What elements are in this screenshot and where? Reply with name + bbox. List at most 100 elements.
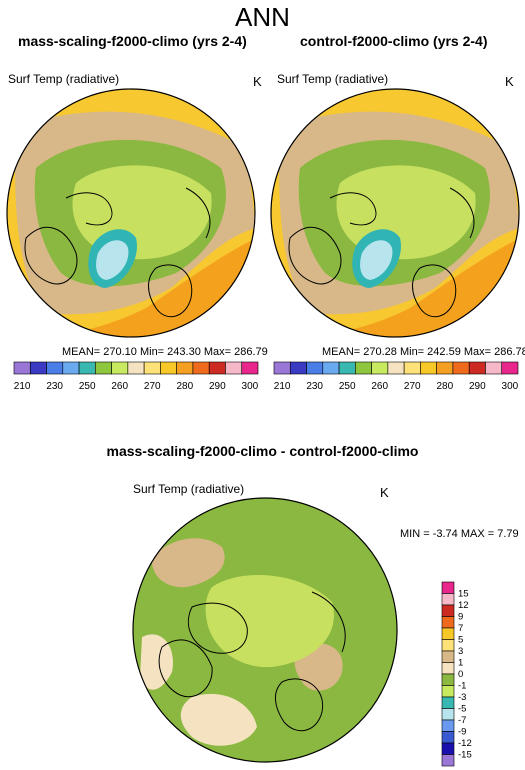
panel1-variable-label: Surf Temp (radiative) (8, 72, 120, 86)
colorbar-tick-label: 210 (274, 381, 291, 392)
colorbar-tick-label: -15 (458, 750, 472, 761)
colorbar-swatch (485, 361, 503, 375)
colorbar-swatch (441, 593, 455, 606)
colorbar-tick-label: -7 (458, 715, 466, 726)
colorbar-swatch (452, 361, 470, 375)
panel3-coast-greenland (187, 602, 248, 654)
panel3-coast-america (158, 639, 213, 698)
panel3-coast-siberia (311, 591, 346, 653)
colorbar-swatch (355, 361, 372, 375)
colorbar-swatch (338, 361, 356, 375)
colorbar-swatch (501, 361, 519, 375)
panel2-field-greenland-core (360, 240, 393, 280)
panel1-polar-map (6, 88, 256, 338)
colorbar-swatch (441, 616, 455, 629)
colorbar-swatch (208, 361, 226, 375)
colorbar-swatch (441, 673, 455, 686)
colorbar-tick-label: 250 (79, 381, 96, 392)
colorbar-tick-label: 280 (176, 381, 193, 392)
colorbar-tick-label: 260 (371, 381, 388, 392)
panel2-title: control-f2000-climo (yrs 2-4) (300, 33, 488, 49)
colorbar-tick-label: 230 (306, 381, 323, 392)
colorbar-swatch (46, 361, 64, 375)
panel1-coast-siberia (185, 187, 211, 239)
colorbar-swatch (176, 361, 194, 375)
colorbar-tick-label: -3 (458, 692, 466, 703)
colorbar-tick-label: 15 (458, 589, 469, 600)
colorbar-swatch (441, 742, 455, 755)
panel2-coast-siberia (449, 187, 475, 239)
panel3-polar-map (132, 497, 398, 763)
panel2-coast-west (288, 226, 342, 285)
colorbar-swatch (127, 361, 145, 375)
panel2-variable-label: Surf Temp (radiative) (277, 72, 389, 86)
colorbar-tick-label: 270 (404, 381, 421, 392)
colorbar-swatch (13, 361, 31, 375)
panel2-coast-archipelago (329, 192, 377, 226)
panel3-field-light-green (205, 575, 334, 668)
colorbar-swatch (403, 361, 421, 375)
panel1-title: mass-scaling-f2000-climo (yrs 2-4) (18, 33, 247, 49)
colorbar-tick-label: 230 (46, 381, 63, 392)
colorbar-swatch (241, 361, 259, 375)
colorbar-tick-label: 270 (144, 381, 161, 392)
panel3-units: K (380, 485, 389, 500)
colorbar-swatch (387, 361, 405, 375)
colorbar-swatch (111, 361, 129, 375)
panel3-coast-europe (275, 678, 324, 732)
colorbar-swatch (95, 361, 112, 375)
colorbar-swatch (468, 361, 486, 375)
colorbar-tick-label: 300 (242, 381, 259, 392)
panel1-coast-europe (148, 264, 193, 318)
colorbar-swatch (441, 696, 455, 709)
colorbar-swatch (441, 639, 455, 652)
panel3-stats: MIN = -3.74 MAX = 7.79 (400, 528, 519, 540)
panel2-colorbar: 210 230 250 260 270 280 290 300 (273, 361, 519, 392)
colorbar-swatch (441, 708, 455, 721)
colorbar-swatch (441, 731, 455, 744)
colorbar-swatch (192, 361, 210, 375)
colorbar-tick-label: 0 (458, 669, 463, 680)
colorbar-swatch (289, 361, 307, 375)
colorbar-swatch (143, 361, 161, 375)
colorbar-tick-label: -5 (458, 704, 466, 715)
panel3-field-tan-1 (151, 538, 225, 588)
colorbar-swatch (441, 719, 455, 732)
colorbar-swatch (29, 361, 47, 375)
colorbar-tick-label: -12 (458, 738, 472, 749)
colorbar-tick-label: 3 (458, 646, 463, 657)
colorbar-swatch (441, 754, 455, 767)
colorbar-tick-label: 300 (502, 381, 519, 392)
colorbar-tick-label: 260 (111, 381, 128, 392)
colorbar-swatch (62, 361, 80, 375)
panel1-field-greenland-core (96, 240, 129, 280)
colorbar-swatch (420, 361, 437, 375)
panel3-field-cream-1 (140, 634, 173, 690)
colorbar-tick-label: 5 (458, 635, 463, 646)
colorbar-swatch (441, 650, 455, 663)
colorbar-swatch (160, 361, 177, 375)
colorbar-swatch (436, 361, 454, 375)
colorbar-tick-label: 250 (339, 381, 356, 392)
colorbar-tick-label: 9 (458, 612, 463, 623)
panel1-coast-archipelago (65, 192, 113, 226)
colorbar-tick-label: 290 (209, 381, 226, 392)
colorbar-swatch (225, 361, 243, 375)
colorbar-tick-label: 1 (458, 658, 463, 669)
panel2-coast-europe (412, 264, 457, 318)
colorbar-swatch (78, 361, 96, 375)
panel2-stats: MEAN= 270.28 Min= 242.59 Max= 286.78 (322, 346, 525, 358)
panel3-variable-label: Surf Temp (radiative) (133, 482, 245, 496)
colorbar-swatch (441, 604, 455, 617)
colorbar-swatch (273, 361, 291, 375)
panel1-units: K (253, 74, 262, 89)
panel2-polar-map (270, 88, 520, 338)
colorbar-swatch (322, 361, 340, 375)
colorbar-tick-label: 210 (14, 381, 31, 392)
colorbar-swatch (441, 627, 455, 640)
panel3-title: mass-scaling-f2000-climo - control-f2000… (106, 443, 419, 459)
colorbar-swatch (441, 581, 455, 594)
page-title: ANN (235, 2, 290, 32)
colorbar-tick-label: 7 (458, 623, 463, 634)
